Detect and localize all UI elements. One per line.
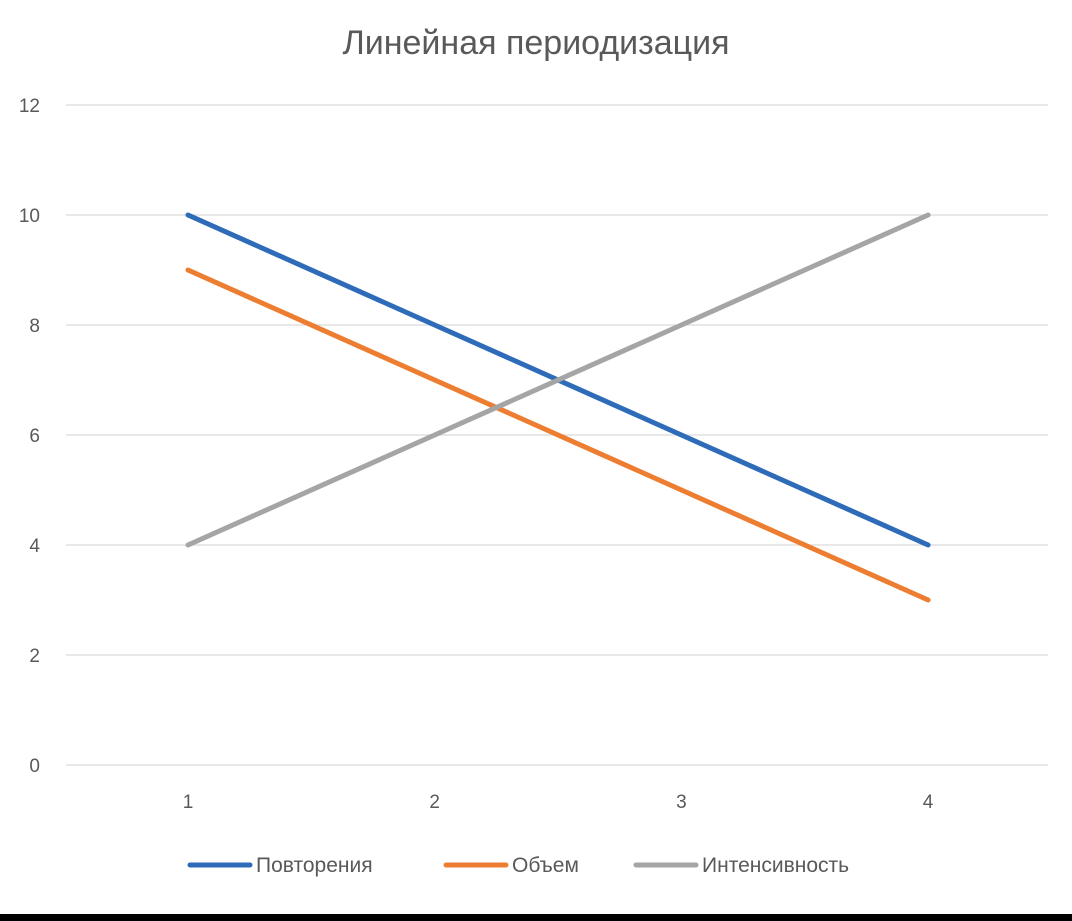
x-tick-label: 1: [183, 792, 194, 813]
legend-item: Объем: [443, 854, 579, 877]
y-tick-label: 6: [29, 426, 40, 447]
y-tick-label: 4: [29, 536, 40, 557]
legend-item: Интенсивность: [633, 854, 849, 877]
legend-label: Повторения: [256, 854, 373, 877]
x-tick-label: 3: [676, 792, 687, 813]
legend-label: Интенсивность: [702, 854, 849, 877]
series-line-3: [185, 212, 931, 548]
x-axis-tick-labels: 1 2 3 4: [183, 792, 934, 813]
y-tick-label: 0: [29, 756, 40, 777]
x-tick-label: 2: [429, 792, 440, 813]
chart-title: Линейная периодизация: [342, 24, 729, 62]
legend: Повторения Объем Интенсивность: [187, 854, 849, 877]
y-tick-label: 2: [29, 646, 40, 667]
x-tick-label: 4: [923, 792, 934, 813]
series-line-2: [185, 267, 931, 603]
legend-item: Повторения: [187, 854, 373, 877]
gridlines: [66, 104, 1048, 766]
series-lines: [185, 212, 931, 603]
y-tick-label: 10: [19, 206, 40, 227]
y-tick-label: 8: [29, 316, 40, 337]
y-axis-tick-labels: 0 2 4 6 8 10 12: [19, 96, 41, 777]
legend-label: Объем: [512, 854, 579, 877]
y-tick-label: 12: [19, 96, 40, 117]
